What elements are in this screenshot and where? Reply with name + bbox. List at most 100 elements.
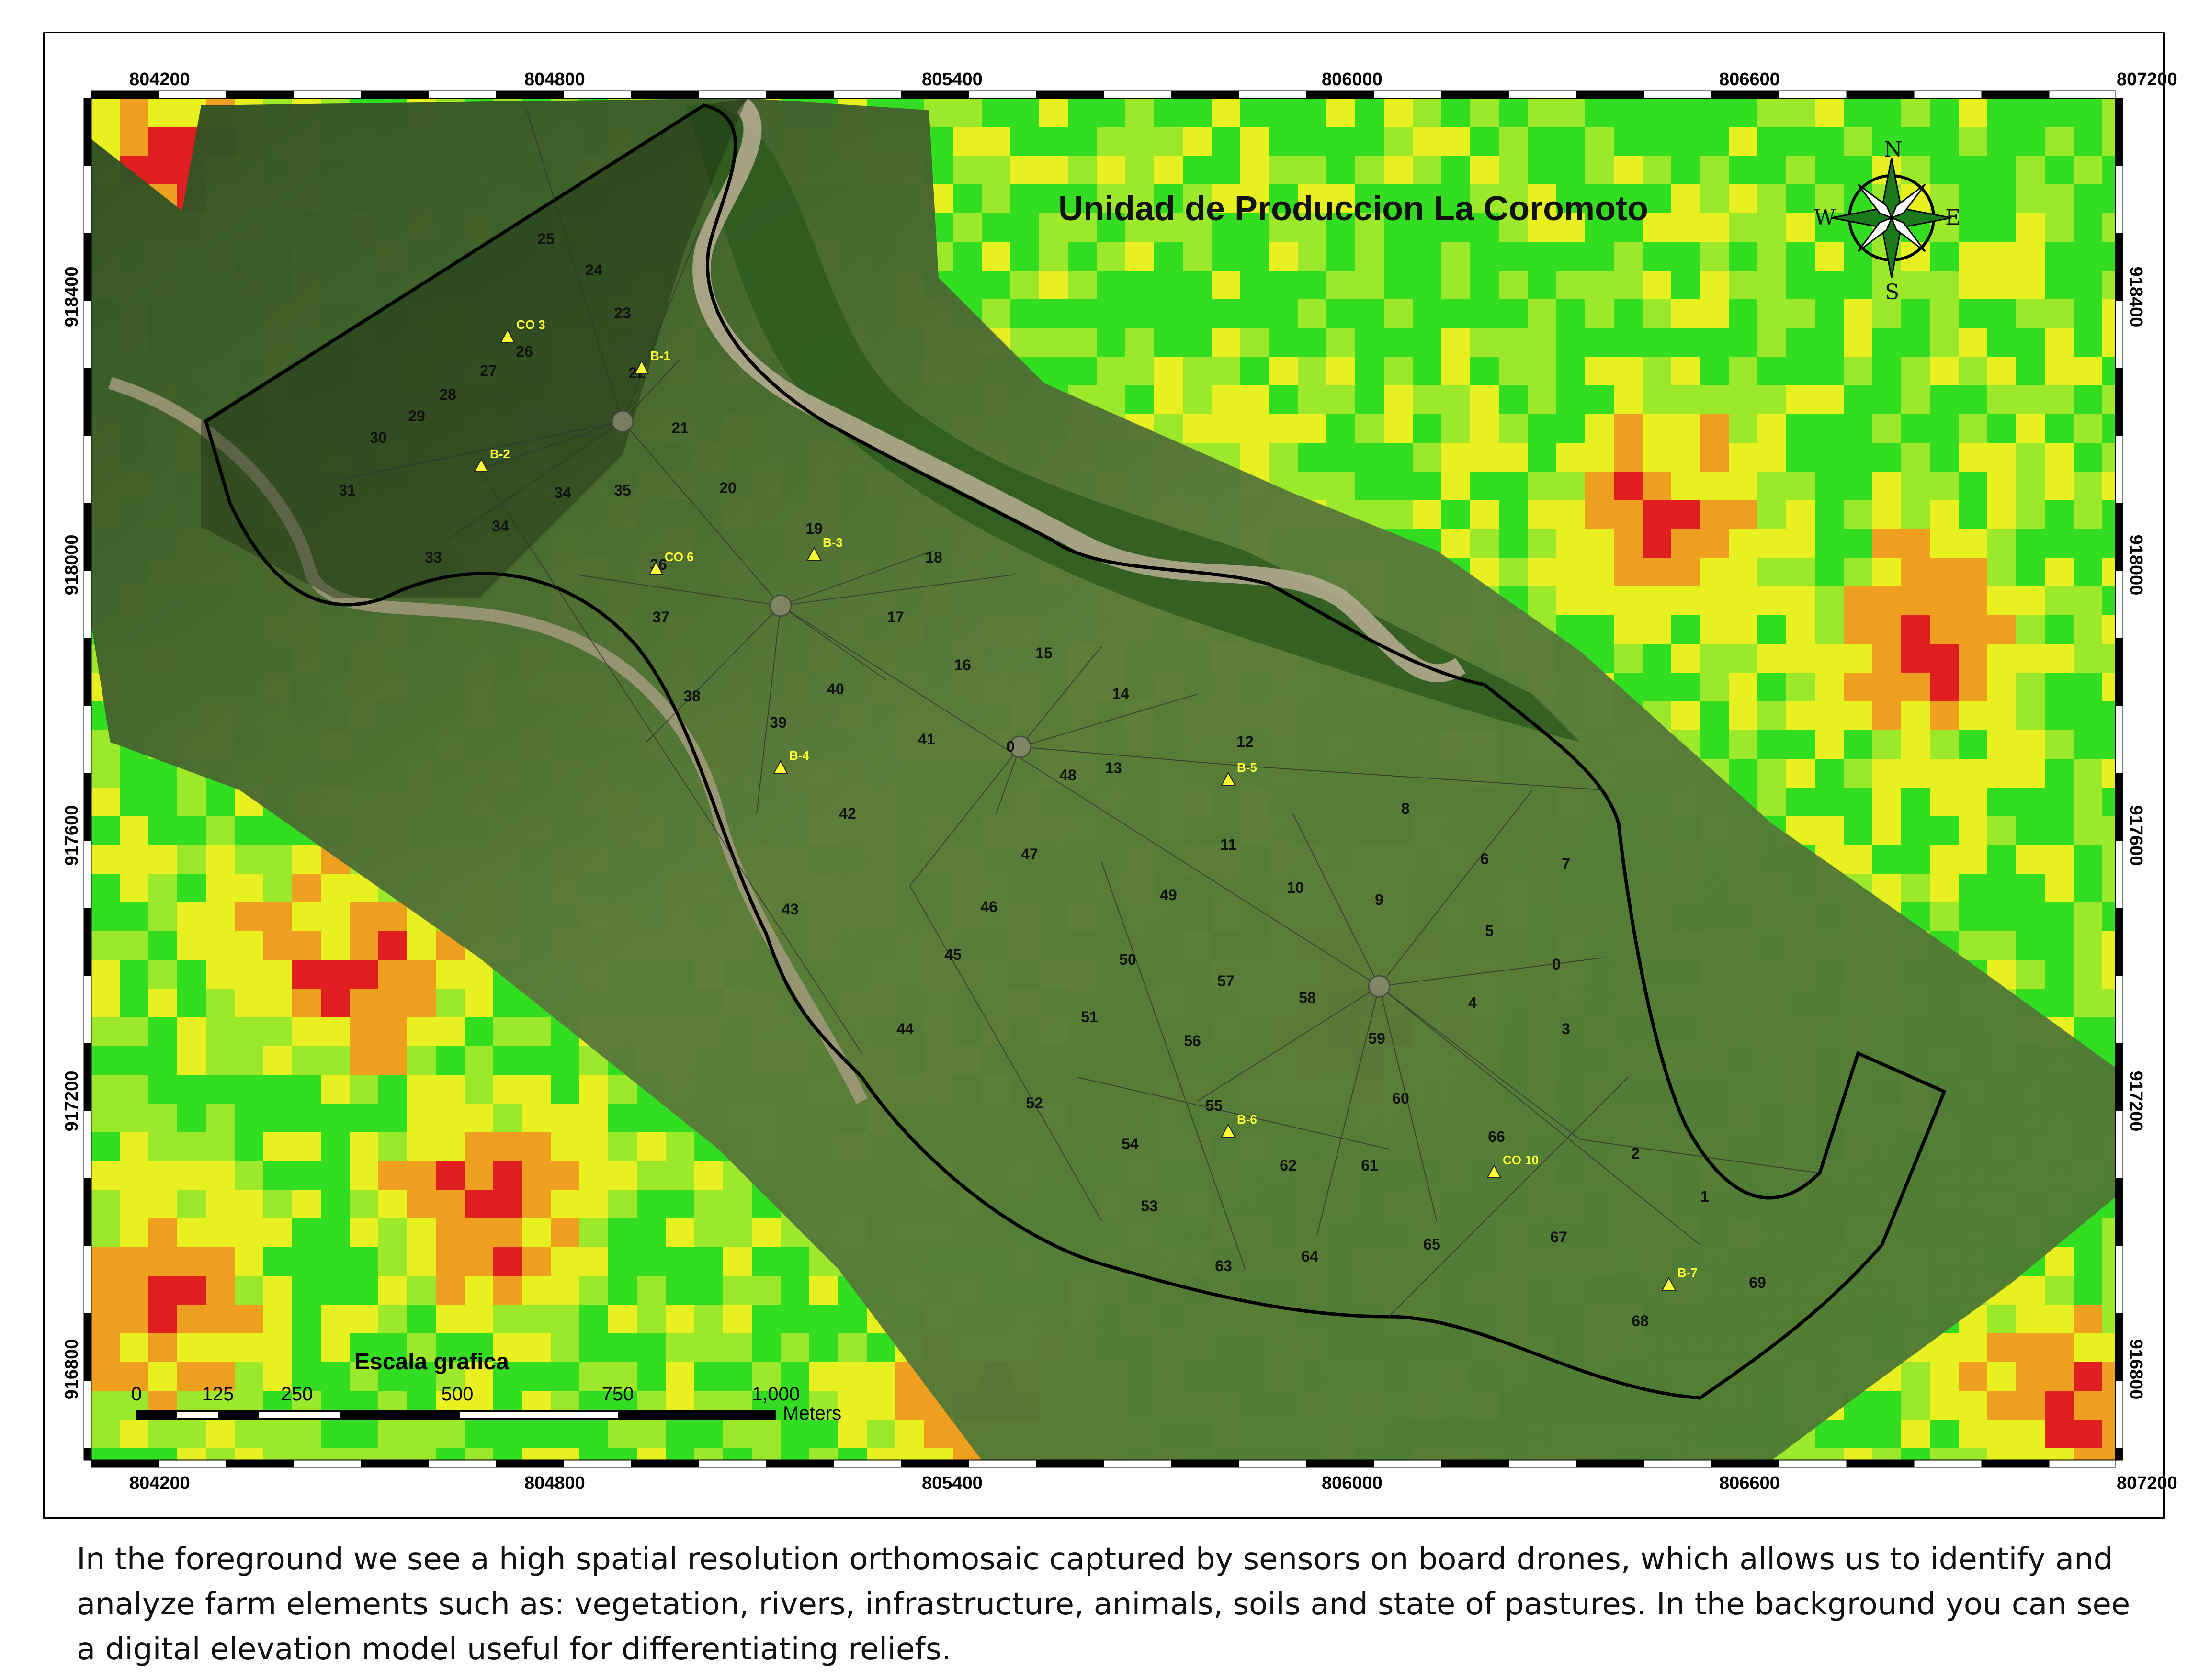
elevation-cell	[465, 1017, 493, 1046]
elevation-cell	[1384, 213, 1413, 242]
neatline-segment	[1846, 1460, 1915, 1468]
elevation-cell	[1729, 615, 1757, 644]
elevation-cell	[1010, 213, 1039, 242]
plot-division-line	[1388, 1077, 1629, 1317]
plot-number: 38	[683, 688, 701, 705]
elevation-cell	[1154, 271, 1183, 299]
elevation-cell	[1901, 1448, 1930, 1460]
elevation-cell	[1815, 443, 1844, 472]
elevation-cell	[1844, 558, 1872, 586]
elevation-cell	[637, 1333, 666, 1362]
elevation-cell	[2016, 328, 2045, 357]
elevation-cell	[666, 1190, 694, 1218]
elevation-cell	[148, 1017, 177, 1046]
elevation-cell	[321, 1276, 350, 1305]
elevation-cell	[1815, 328, 1844, 357]
elevation-cell	[1499, 242, 1528, 271]
elevation-cell	[235, 1362, 263, 1391]
elevation-cell	[1240, 127, 1269, 156]
elevation-cell	[1384, 127, 1413, 156]
elevation-cell	[206, 1305, 235, 1333]
elevation-cell	[1470, 385, 1499, 414]
elevation-cell	[2102, 1276, 2116, 1305]
neatline-segment	[2115, 98, 2123, 166]
elevation-cell	[1326, 127, 1355, 156]
elevation-cell	[91, 1046, 120, 1075]
neatline-segment	[2049, 90, 2116, 99]
elevation-cell	[1844, 385, 1872, 414]
elevation-cell	[1528, 529, 1556, 558]
elevation-cell	[2045, 931, 2074, 960]
elevation-cell	[1010, 156, 1039, 184]
elevation-cell	[1901, 816, 1930, 845]
elevation-cell	[235, 1017, 263, 1046]
elevation-cell	[436, 989, 465, 1017]
map-title: Unidad de Produccion La Coromoto	[1058, 190, 1648, 228]
plot-number: 29	[408, 407, 425, 425]
elevation-cell	[666, 1305, 694, 1333]
scale-bar-label: 0	[131, 1384, 142, 1405]
plot-number: 11	[1220, 836, 1236, 853]
elevation-cell	[1872, 1391, 1901, 1420]
elevation-cell	[1757, 644, 1786, 673]
elevation-cell	[1959, 184, 1987, 213]
elevation-cell	[522, 1104, 551, 1132]
elevation-cell	[1844, 184, 1872, 213]
elevation-cell	[608, 1247, 637, 1276]
elevation-cell	[263, 902, 292, 931]
elevation-cell	[177, 1333, 206, 1362]
elevation-cell	[1643, 644, 1671, 673]
plot-labels: 0012345678910111213141516171819202122232…	[339, 230, 1766, 1330]
elevation-cell	[982, 127, 1010, 156]
elevation-cell	[177, 1247, 206, 1276]
elevation-cell	[120, 960, 148, 989]
plot-number: 31	[339, 482, 356, 499]
elevation-cell	[1298, 271, 1326, 299]
elevation-cell	[2074, 1333, 2102, 1362]
elevation-cell	[292, 1104, 321, 1132]
elevation-cell	[91, 1104, 120, 1132]
elevation-cell	[1700, 271, 1729, 299]
plot-division-line	[1020, 646, 1102, 747]
elevation-cell	[1901, 1362, 1930, 1391]
elevation-cell	[1643, 385, 1671, 414]
elevation-cell	[1815, 701, 1844, 730]
elevation-cell	[1930, 156, 1959, 184]
elevation-cell	[321, 1046, 350, 1075]
elevation-cell	[637, 1305, 666, 1333]
elevation-cell	[2045, 1333, 2074, 1362]
neatline-segment	[428, 90, 497, 99]
elevation-cell	[493, 989, 522, 1017]
elevation-cell	[752, 1333, 781, 1362]
elevation-cell	[2016, 184, 2045, 213]
elevation-cell	[1872, 644, 1901, 673]
elevation-cell	[1240, 357, 1269, 385]
elevation-cell	[120, 845, 148, 874]
elevation-cell	[1039, 242, 1068, 271]
elevation-cell	[637, 1247, 666, 1276]
elevation-cell	[1757, 586, 1786, 615]
elevation-cell	[1872, 816, 1901, 845]
elevation-cell	[235, 1075, 263, 1104]
elevation-cell	[1413, 271, 1441, 299]
plot-division-line	[344, 421, 623, 479]
elevation-cell	[148, 989, 177, 1017]
elevation-cell	[235, 1132, 263, 1161]
elevation-cell	[1614, 98, 1643, 127]
elevation-cell	[1240, 184, 1269, 213]
x-axis-ticks-top: 804200 804800 805400 806000 806600 807200	[129, 69, 2177, 90]
scale-bar-label: 750	[602, 1384, 634, 1405]
plot-division-line	[1292, 813, 1380, 987]
control-point-label: B-6	[1237, 1112, 1257, 1127]
elevation-cell	[120, 1247, 148, 1276]
elevation-cell	[551, 1190, 579, 1218]
elevation-cell	[493, 1046, 522, 1075]
elevation-cell	[723, 1333, 752, 1362]
elevation-cell	[2102, 1333, 2116, 1362]
elevation-cell	[809, 1448, 838, 1460]
elevation-cell	[666, 1132, 694, 1161]
elevation-cell	[321, 931, 350, 960]
elevation-cell	[608, 1362, 637, 1391]
elevation-cell	[1872, 414, 1901, 443]
elevation-cell	[1470, 184, 1499, 213]
